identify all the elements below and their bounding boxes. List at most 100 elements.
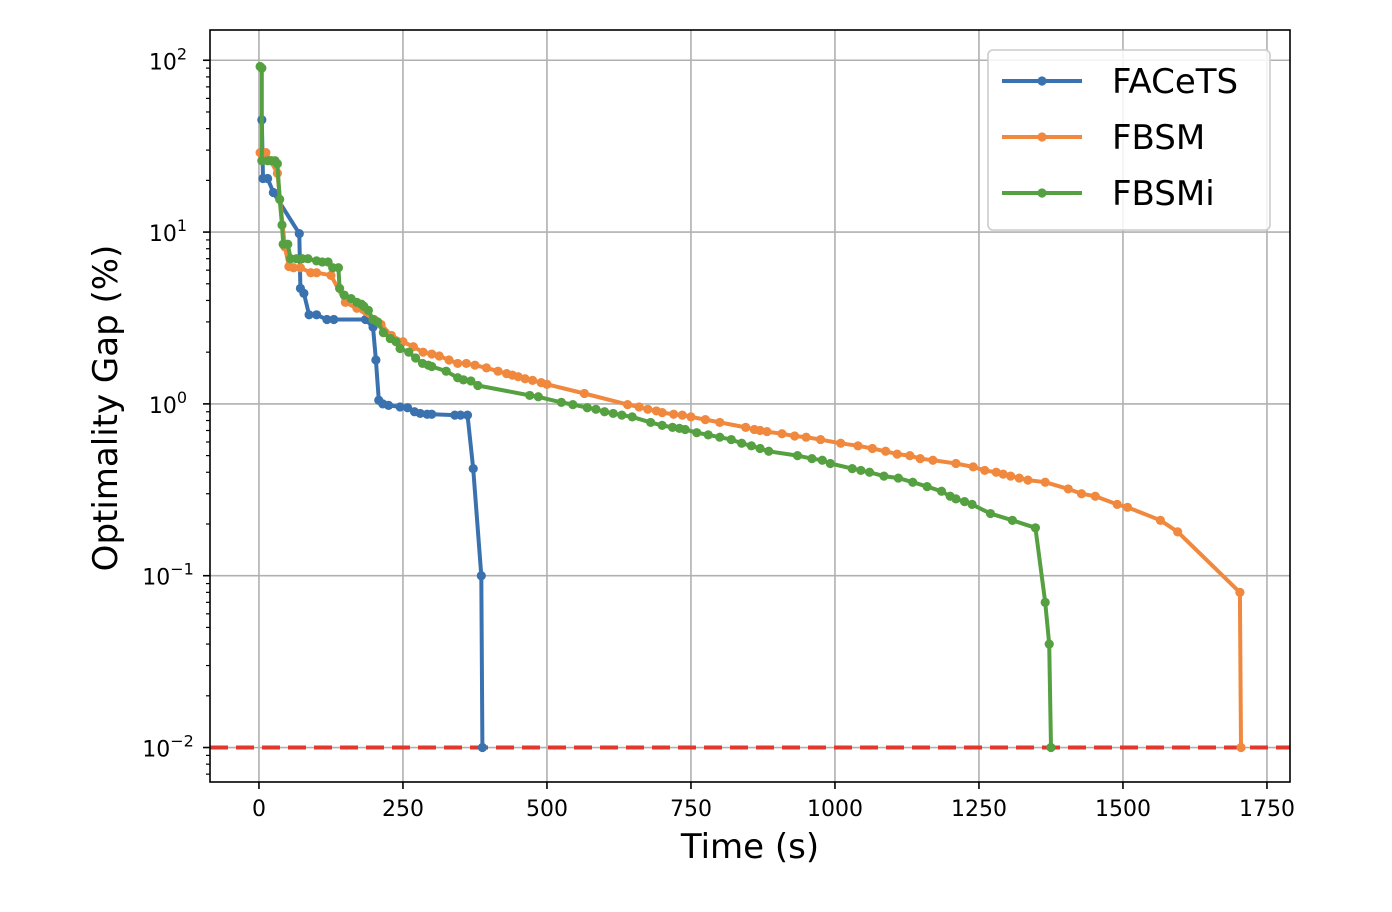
data-point-fbsmi — [391, 337, 401, 347]
data-point-fbsm — [968, 462, 978, 472]
x-tick-label: 250 — [382, 797, 424, 822]
data-point-fbsm — [686, 412, 696, 422]
legend-label: FBSMi — [1112, 174, 1215, 214]
data-point-fbsm — [881, 446, 891, 456]
data-point-fbsmi — [680, 424, 690, 435]
legend-swatch-marker — [1037, 76, 1047, 86]
data-point-fbsm — [762, 426, 772, 437]
data-point-fbsmi — [591, 404, 601, 414]
data-point-fbsm — [1090, 491, 1100, 501]
data-point-fbsm — [815, 434, 826, 445]
data-point-facets — [427, 409, 437, 419]
data-point-fbsmi — [936, 486, 947, 496]
y-tick-label: 101 — [149, 216, 187, 247]
data-point-fbsmi — [746, 441, 757, 451]
data-point-fbsm — [836, 438, 846, 448]
data-point-fbsmi — [908, 477, 918, 487]
legend-box — [987, 49, 1271, 231]
data-point-facets — [402, 403, 413, 413]
data-point-fbsm — [790, 431, 800, 441]
data-point-fbsm — [928, 455, 938, 465]
data-point-facets — [415, 408, 425, 419]
data-point-fbsmi — [441, 366, 451, 376]
data-point-fbsm — [755, 425, 765, 436]
data-point-facets — [304, 310, 314, 320]
data-point-fbsmi — [667, 422, 678, 432]
data-point-fbsmi — [1040, 597, 1050, 607]
data-point-fbsmi — [825, 458, 835, 469]
data-point-fbsm — [915, 454, 925, 464]
data-point-fbsm — [892, 449, 902, 459]
x-tick-label: 1000 — [807, 797, 863, 822]
data-point-fbsm — [461, 358, 471, 369]
data-point-facets — [322, 314, 332, 325]
legend-swatch-marker — [1037, 132, 1047, 142]
data-point-fbsmi — [879, 471, 889, 481]
data-point-fbsmi — [737, 438, 747, 448]
data-point-fbsmi — [411, 353, 421, 363]
data-point-fbsm — [623, 400, 633, 410]
data-point-fbsmi — [856, 465, 866, 476]
data-point-fbsmi — [378, 327, 388, 338]
data-point-fbsm — [677, 410, 687, 420]
data-point-fbsm — [867, 443, 878, 454]
y-tick-label: 102 — [149, 44, 187, 75]
series — [255, 61, 1246, 753]
data-point-fbsmi — [277, 220, 287, 230]
legend-item-fbsm: FBSM — [1002, 118, 1205, 158]
data-point-fbsmi — [395, 343, 405, 354]
data-point-fbsm — [493, 366, 503, 376]
data-point-facets — [329, 314, 339, 325]
legend-item-facets: FACeTS — [1002, 62, 1238, 102]
data-point-fbsm — [1076, 489, 1087, 499]
data-point-fbsm — [1014, 473, 1024, 483]
data-point-fbsmi — [556, 397, 566, 408]
data-point-fbsmi — [303, 254, 313, 264]
data-point-fbsmi — [466, 376, 476, 386]
data-point-fbsmi — [275, 194, 285, 204]
y-tick-label: 10−1 — [142, 560, 194, 591]
y-axis-label: Optimality Gap (%) — [86, 245, 126, 572]
data-point-fbsm — [905, 451, 915, 461]
data-point-fbsm — [998, 469, 1008, 479]
data-point-fbsm — [444, 355, 454, 365]
legend-item-fbsmi: FBSMi — [1002, 174, 1215, 214]
data-point-fbsm — [980, 465, 990, 476]
data-point-fbsmi — [1046, 742, 1056, 753]
data-point-fbsm — [853, 441, 863, 451]
data-point-fbsmi — [703, 430, 713, 440]
data-point-fbsm — [427, 349, 437, 359]
data-point-fbsm — [951, 458, 961, 469]
data-point-fbsmi — [715, 432, 725, 442]
data-point-facets — [268, 187, 278, 198]
data-point-fbsmi — [627, 412, 637, 422]
data-point-fbsm — [801, 432, 811, 442]
plot-frame — [209, 29, 1291, 783]
x-tick-label: 1250 — [951, 797, 1007, 822]
data-point-fbsmi — [608, 408, 618, 419]
data-point-fbsmi — [363, 305, 373, 316]
data-point-fbsmi — [922, 482, 932, 492]
data-point-fbsmi — [951, 494, 961, 504]
data-point-fbsm — [311, 268, 322, 278]
data-point-facets — [477, 742, 488, 753]
data-point-fbsm — [669, 409, 679, 419]
data-point-facets — [455, 410, 466, 420]
data-point-facets — [468, 464, 478, 474]
data-point-fbsmi — [893, 473, 903, 483]
data-point-fbsm — [1040, 477, 1050, 487]
y-axis-ticks: 10−2 10−1 100 101 102 — [142, 44, 210, 763]
data-point-fbsmi — [533, 392, 543, 402]
data-point-fbsmi — [847, 464, 857, 474]
x-tick-label: 1500 — [1095, 797, 1151, 822]
data-point-fbsmi — [272, 159, 282, 169]
data-point-fbsmi — [427, 361, 437, 372]
data-point-fbsm — [579, 388, 590, 399]
data-point-fbsm — [991, 467, 1001, 477]
x-tick-label: 750 — [670, 797, 712, 822]
data-point-fbsmi — [373, 317, 383, 327]
data-point-fbsm — [700, 415, 710, 425]
data-point-fbsm — [1236, 742, 1246, 753]
data-point-fbsm — [513, 372, 523, 382]
